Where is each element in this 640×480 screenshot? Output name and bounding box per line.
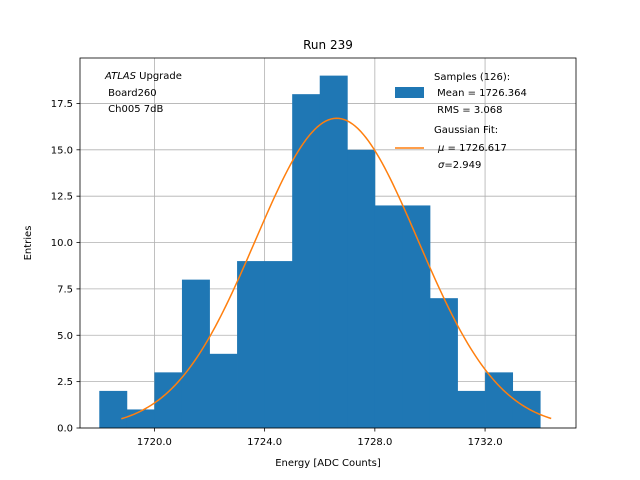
annotation-upgrade: Upgrade bbox=[136, 71, 182, 82]
histogram-bar bbox=[209, 353, 238, 428]
histogram-bar bbox=[319, 75, 348, 428]
y-tick-label: 5.0 bbox=[57, 331, 73, 342]
histogram-bar bbox=[181, 279, 210, 428]
y-tick-label: 7.5 bbox=[57, 284, 73, 295]
histogram-bars bbox=[99, 75, 541, 429]
annotation-board: Board260 bbox=[105, 88, 157, 99]
histogram-bar bbox=[485, 372, 514, 428]
svg-text:ATLAS Upgrade: ATLAS Upgrade bbox=[104, 71, 182, 82]
legend-fit-sigma-symbol: σ bbox=[438, 160, 445, 171]
legend-samples-mean: Mean = 1726.364 bbox=[434, 88, 527, 99]
annotation-atlas: ATLAS bbox=[104, 71, 137, 82]
x-tick-label: 1720.0 bbox=[137, 437, 172, 448]
histogram-bar bbox=[237, 261, 266, 428]
y-tick-label: 10.0 bbox=[51, 238, 73, 249]
histogram-bar bbox=[512, 390, 541, 428]
histogram-bar bbox=[264, 261, 293, 428]
y-tick-label: 15.0 bbox=[51, 145, 73, 156]
x-tick-label: 1724.0 bbox=[247, 437, 282, 448]
histogram-bar bbox=[402, 205, 431, 428]
legend-samples-title: Samples (126): bbox=[434, 72, 510, 83]
histogram-bar bbox=[457, 390, 486, 428]
histogram-bar bbox=[429, 298, 458, 428]
svg-text:σ=2.949: σ=2.949 bbox=[438, 160, 481, 171]
x-axis-ticks: 1720.0 1724.0 1728.0 1732.0 bbox=[137, 428, 503, 448]
legend-samples-rms: RMS = 3.068 bbox=[434, 105, 502, 116]
legend-fit-sigma-value: =2.949 bbox=[444, 160, 481, 171]
legend-fit-mu-value: = 1726.617 bbox=[444, 143, 506, 154]
y-tick-label: 12.5 bbox=[51, 192, 73, 203]
histogram-bar bbox=[347, 149, 376, 428]
x-axis-label: Energy [ADC Counts] bbox=[275, 458, 381, 469]
svg-text:μ = 1726.617: μ = 1726.617 bbox=[437, 143, 507, 154]
y-axis-label: Entries bbox=[23, 226, 34, 261]
legend: Samples (126): Mean = 1726.364 RMS = 3.0… bbox=[395, 72, 527, 171]
histogram-bar bbox=[126, 409, 155, 428]
legend-samples-patch bbox=[395, 87, 424, 98]
histogram-bar bbox=[99, 390, 128, 428]
fit-curve-group bbox=[121, 117, 552, 420]
histogram-bar bbox=[374, 205, 403, 428]
gaussian-fit-curve bbox=[121, 117, 552, 420]
y-tick-label: 0.0 bbox=[57, 424, 73, 435]
legend-fit-mu-symbol: μ bbox=[437, 143, 444, 154]
y-tick-label: 2.5 bbox=[57, 377, 73, 388]
x-tick-label: 1728.0 bbox=[357, 437, 392, 448]
annotation-channel: Ch005 7dB bbox=[105, 104, 163, 115]
x-tick-label: 1732.0 bbox=[468, 437, 503, 448]
axes-frame bbox=[79, 57, 577, 429]
legend-fit-title: Gaussian Fit: bbox=[434, 125, 498, 136]
y-tick-label: 17.5 bbox=[51, 99, 73, 110]
y-axis-ticks: 0.0 2.5 5.0 7.5 10.0 12.5 15.0 17.5 bbox=[51, 99, 80, 435]
histogram-bar bbox=[292, 94, 321, 429]
atlas-annotation: ATLAS Upgrade Board260 Ch005 7dB bbox=[104, 71, 182, 115]
chart-title: Run 239 bbox=[303, 38, 353, 52]
